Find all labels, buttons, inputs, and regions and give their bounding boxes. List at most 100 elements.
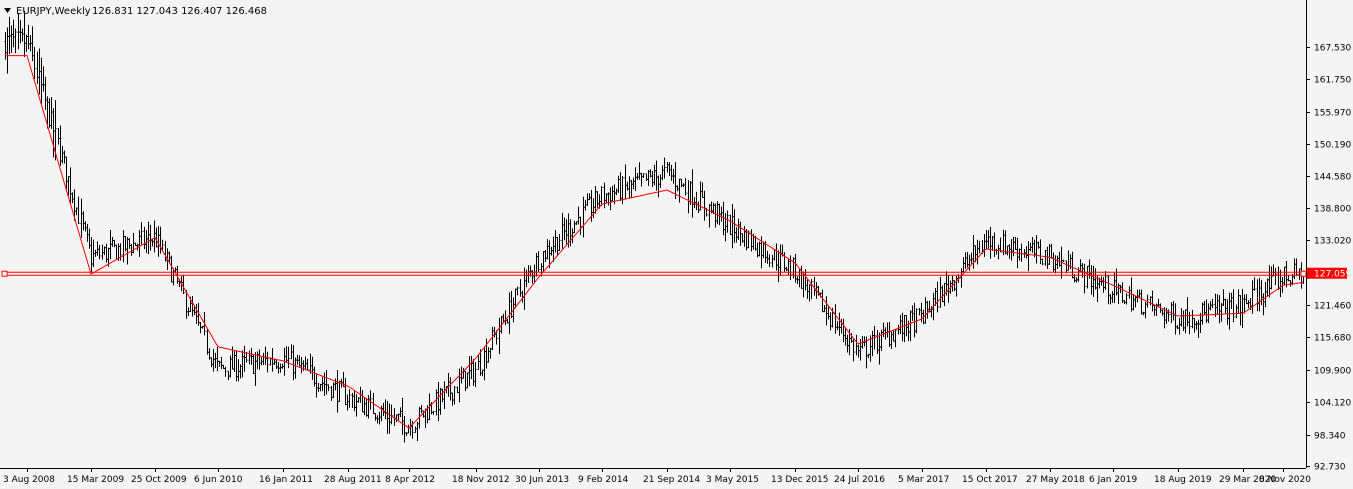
ohlc-bar: [1222, 289, 1225, 307]
ohlc-bar: [224, 366, 227, 377]
ohlc-bar: [313, 366, 316, 387]
ohlc-bar: [1211, 298, 1214, 309]
ohlc-bar: [233, 351, 236, 372]
ohlc-bar: [109, 229, 112, 260]
ohlc-bar: [1102, 277, 1105, 293]
ohlc-bars: [4, 10, 1305, 443]
ohlc-bar: [1004, 230, 1007, 255]
ohlc-bar: [651, 171, 654, 187]
ohlc-bar: [857, 344, 860, 358]
ohlc-bar: [1132, 294, 1135, 311]
ohlc-bar: [682, 183, 685, 188]
time-axis[interactable]: 3 Aug 2008 15 Mar 2009 25 Oct 2009 6 Jun 20…: [3, 468, 1311, 485]
ohlc-bar: [96, 241, 99, 256]
ohlc-bar: [766, 250, 769, 264]
ohlc-bar: [1117, 283, 1120, 304]
ohlc-bar: [1262, 293, 1265, 316]
ohlc-bar: [1090, 265, 1093, 295]
ohlc-bar: [720, 206, 723, 222]
ohlc-bar: [672, 168, 675, 184]
ohlc-bar: [306, 358, 309, 371]
ohlc-bar: [84, 221, 87, 232]
ohlc-bar: [334, 378, 337, 391]
ohlc-bar: [544, 249, 547, 262]
price-tick-label: 104.120: [1314, 399, 1351, 409]
ohlc-bar: [29, 35, 32, 52]
ohlc-bar: [838, 312, 841, 336]
ohlc-bar: [756, 242, 759, 258]
ohlc-bar: [953, 280, 956, 292]
ohlc-bar: [611, 185, 614, 202]
ohlc-bar: [829, 312, 832, 331]
ohlc-bar: [424, 408, 427, 428]
ohlc-bar: [1109, 293, 1112, 305]
ohlc-bar: [903, 314, 906, 343]
ohlc-bar: [468, 356, 471, 387]
price-axis[interactable]: 167.530 161.750 155.970 150.190 144.580 138.8…: [1306, 44, 1351, 473]
ohlc-bar: [890, 331, 893, 349]
ohlc-bar: [323, 372, 326, 396]
ohlc-bar: [666, 161, 669, 173]
ohlc-bar: [1010, 239, 1013, 261]
ohlc-bar: [367, 395, 370, 419]
ohlc-bar: [273, 358, 276, 365]
ohlc-bar: [344, 377, 347, 406]
ohlc-bar: [657, 175, 660, 198]
ohlc-bar: [569, 219, 572, 247]
ohlc-bar: [514, 288, 517, 309]
time-tick-label: 15 Oct 2017: [962, 475, 1018, 485]
time-tick-label: 16 Jan 2011: [259, 475, 313, 485]
ohlc-bar: [678, 178, 681, 203]
ohlc-bar: [75, 207, 78, 216]
ohlc-bar: [1281, 276, 1284, 293]
time-tick-label: 5 Mar 2017: [898, 475, 949, 485]
ohlc-bar: [1012, 236, 1015, 257]
ohlc-bar: [584, 199, 587, 211]
ohlc-bar: [25, 34, 28, 52]
ohlc-bar: [586, 193, 589, 206]
ohlc-bar: [808, 284, 811, 302]
line-anchor-handle[interactable]: [1300, 270, 1307, 277]
ohlc-bar: [44, 76, 47, 110]
time-tick-label: 21 Sep 2014: [643, 475, 700, 485]
ohlc-bar: [1107, 274, 1110, 305]
ohlc-bar: [691, 169, 694, 218]
ohlc-bar: [245, 352, 248, 363]
ohlc-bar: [1226, 299, 1229, 325]
ohlc-bar: [126, 236, 129, 265]
ohlc-bar: [1251, 280, 1254, 314]
price-tick-label: 98.340: [1314, 432, 1346, 442]
ohlc-bar: [168, 251, 171, 264]
ohlc-bar: [71, 192, 74, 204]
ohlc-bar: [212, 348, 215, 372]
ohlc-bar: [924, 297, 927, 324]
ohlc-bar: [901, 312, 904, 342]
ohlc-bar: [1218, 295, 1221, 324]
dropdown-triangle-icon[interactable]: [4, 8, 11, 13]
ohlc-bar: [456, 386, 459, 394]
ohlc-bar: [1134, 295, 1137, 308]
ohlc-bar: [1283, 266, 1286, 286]
ohlc-bar: [357, 397, 360, 403]
ohlc-bar: [376, 415, 379, 424]
ohlc-bar: [554, 229, 557, 253]
plot-area[interactable]: [0, 0, 1306, 468]
ohlc-bar: [882, 322, 885, 337]
line-anchor-handle[interactable]: [1, 270, 8, 277]
ohlc-bar: [477, 354, 480, 370]
ohlc-bar: [1115, 268, 1118, 296]
price-line-layer[interactable]: [1, 270, 1307, 277]
ohlc-bar: [1151, 290, 1154, 312]
ohlc-bar: [855, 334, 858, 356]
ohlc-bar: [655, 160, 658, 191]
ohlc-bar: [216, 346, 219, 372]
ohlc-bar: [489, 347, 492, 359]
ohlc-bar: [42, 66, 45, 92]
ohlc-bar: [575, 221, 578, 225]
ohlc-bar: [77, 196, 80, 224]
ohlc-bar: [31, 26, 34, 62]
ohlc-bar: [19, 20, 22, 44]
ohlc-bar: [1197, 319, 1200, 338]
